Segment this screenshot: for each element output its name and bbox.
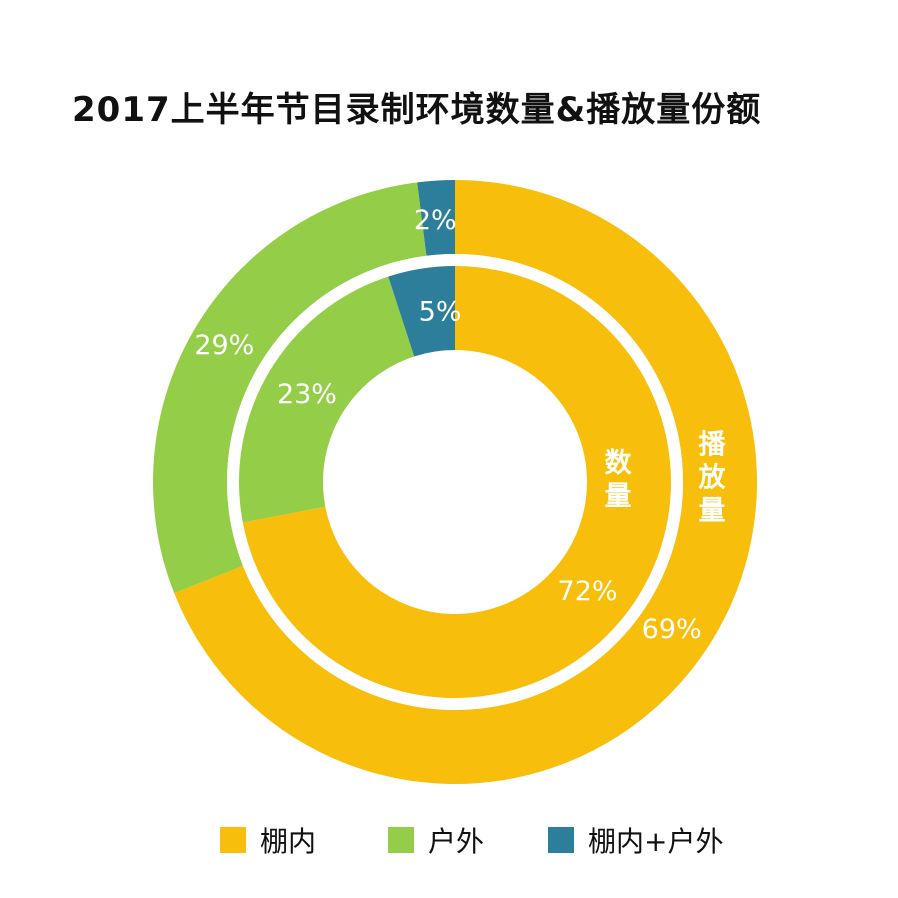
legend-swatch-2 — [548, 827, 574, 853]
inner-ring-name: 数量 — [605, 448, 633, 512]
outer-slice-label-2: 2% — [414, 205, 457, 236]
slice-labels: 72% 23% 5% 69% 29% 2% — [194, 205, 701, 645]
inner-slice-label-1: 23% — [277, 379, 337, 410]
inner-slice-2 — [388, 266, 455, 357]
legend: 棚内 户外 棚内+户外 — [0, 820, 898, 860]
inner-slice-0 — [242, 266, 671, 699]
chart-title: 2017上半年节目录制环境数量&播放量份额 — [72, 90, 762, 130]
inner-slice-label-0: 72% — [558, 576, 618, 607]
outer-slice-1 — [152, 182, 427, 594]
inner-ring — [239, 266, 671, 699]
legend-item-1: 户外 — [388, 820, 484, 860]
ring-separator — [227, 254, 683, 710]
outer-slice-label-1: 29% — [194, 330, 254, 361]
inner-slice-1 — [239, 276, 415, 523]
legend-label-2: 棚内+户外 — [588, 825, 724, 858]
outer-ring — [152, 180, 757, 784]
legend-swatch-0 — [220, 827, 246, 853]
outer-slice-label-0: 69% — [642, 614, 702, 645]
legend-swatch-1 — [388, 827, 414, 853]
outer-ring-name: 播放量 — [698, 430, 727, 527]
outer-slice-2 — [417, 180, 455, 256]
ring-labels: 数量 播放量 — [605, 430, 727, 527]
legend-item-0: 棚内 — [220, 820, 316, 860]
legend-label-1: 户外 — [428, 825, 485, 858]
legend-item-2: 棚内+户外 — [548, 820, 723, 860]
legend-label-0: 棚内 — [260, 825, 317, 858]
inner-slice-label-2: 5% — [419, 297, 462, 328]
